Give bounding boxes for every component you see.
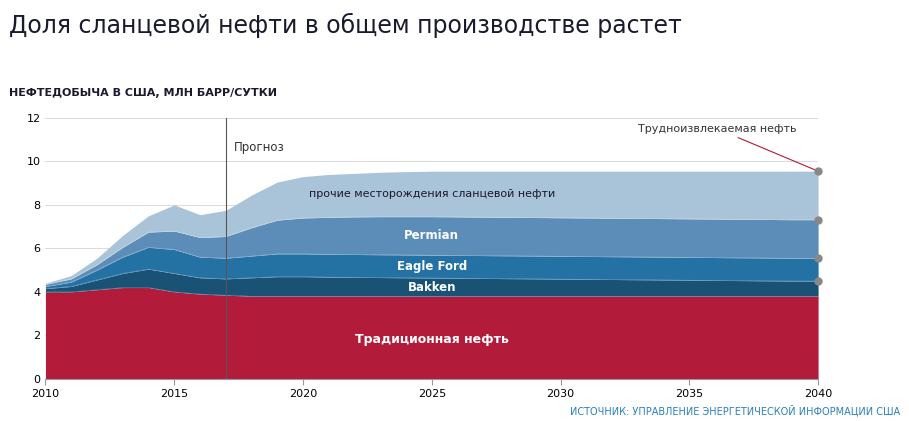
- Text: Доля сланцевой нефти в общем производстве растет: Доля сланцевой нефти в общем производств…: [9, 13, 682, 38]
- Text: прочие месторождения сланцевой нефти: прочие месторождения сланцевой нефти: [309, 189, 554, 199]
- Text: НЕФТЕДОБЫЧА В США, МЛН БАРР/СУТКИ: НЕФТЕДОБЫЧА В США, МЛН БАРР/СУТКИ: [9, 88, 277, 99]
- Text: Bakken: Bakken: [407, 281, 456, 293]
- Text: ИСТОЧНИК: УПРАВЛЕНИЕ ЭНЕРГЕТИЧЕСКОЙ ИНФОРМАЦИИ США: ИСТОЧНИК: УПРАВЛЕНИЕ ЭНЕРГЕТИЧЕСКОЙ ИНФО…: [570, 405, 900, 417]
- Text: Eagle Ford: Eagle Ford: [396, 260, 467, 273]
- Text: Прогноз: Прогноз: [234, 141, 285, 154]
- Text: Permian: Permian: [405, 229, 459, 242]
- Text: Традиционная нефть: Традиционная нефть: [355, 333, 509, 346]
- Text: Трудноизвлекаемая нефть: Трудноизвлекаемая нефть: [638, 124, 815, 170]
